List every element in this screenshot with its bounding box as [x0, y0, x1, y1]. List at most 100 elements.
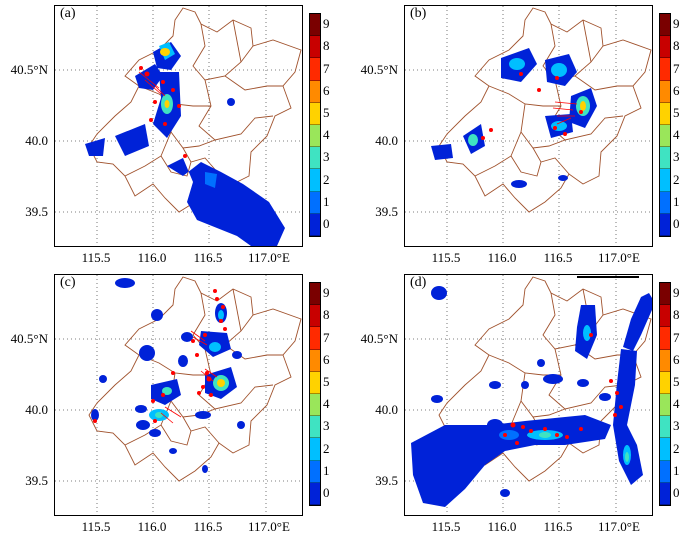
panel-a: (a) 40.5°N 40.0 39.5 115.5 116.0 116.5 1…: [0, 0, 350, 268]
panel-c: (c) 40.5°N 40.0 39.5 115.5 116.0 116.5 1…: [0, 269, 350, 537]
stations: [93, 289, 227, 423]
boundary-lines: [88, 276, 302, 482]
colorbar: [659, 13, 671, 237]
y-tick-label: 40.5°N: [10, 62, 48, 77]
colorbar-segment: [660, 416, 670, 439]
colorbar-segment: [310, 349, 320, 372]
x-tick-label: 116.0: [137, 519, 167, 534]
map-frame: [54, 5, 303, 247]
map-frame: [54, 274, 303, 516]
colorbar-segment: [310, 283, 320, 306]
x-tick-label: 115.5: [81, 250, 111, 265]
colorbar-segment: [660, 14, 670, 37]
colorbar: [309, 282, 321, 506]
colorbar-segment: [310, 393, 320, 417]
colorbar-segment: [660, 393, 670, 417]
colorbar-segment: [660, 460, 670, 483]
contours: [411, 286, 652, 507]
colorbar-tick-label: 9: [673, 285, 680, 301]
colorbar-tick-label: 3: [673, 418, 680, 434]
panel-label: (c): [60, 275, 76, 290]
colorbar-segment: [310, 327, 320, 350]
colorbar-segment: [660, 283, 670, 306]
colorbar-segment: [310, 191, 320, 214]
panel-d: (d) 40.5°N 40.0 39.5 115.5 116.0 116.5 1…: [350, 269, 700, 537]
x-tick-label: 117.0°E: [248, 250, 290, 265]
colorbar-tick-label: 1: [673, 193, 680, 209]
colorbar-tick-label: 0: [673, 215, 680, 231]
y-tick-label: 40.5°N: [10, 331, 48, 346]
colorbar-tick-label: 5: [673, 104, 680, 120]
colorbar-segment: [310, 80, 320, 103]
y-tick-label: 40.0: [375, 133, 398, 148]
colorbar-tick-label: 2: [673, 440, 680, 456]
colorbar-segment: [310, 58, 320, 81]
stations: [139, 66, 187, 158]
colorbar-tick-label: 7: [673, 329, 680, 345]
colorbar-segment: [310, 14, 320, 37]
colorbar-segment: [660, 191, 670, 214]
colorbar-segment: [660, 169, 670, 192]
colorbar-tick-label: 4: [673, 127, 680, 143]
colorbar-tick-label: 5: [673, 373, 680, 389]
colorbar-tick-label: 4: [323, 127, 330, 143]
colorbar-tick-label: 2: [323, 440, 330, 456]
colorbar-tick-label: 6: [673, 82, 680, 98]
colorbar-segment: [310, 169, 320, 192]
x-tick-label: 115.5: [81, 519, 111, 534]
x-tick-label: 116.0: [487, 519, 517, 534]
contours: [85, 42, 285, 246]
map-frame: [404, 5, 653, 247]
colorbar-segment: [660, 124, 670, 148]
colorbar-segment: [310, 102, 320, 125]
x-tick-label: 116.5: [193, 250, 223, 265]
y-tick-label: 39.5: [375, 473, 398, 488]
x-tick-label: 116.0: [487, 250, 517, 265]
colorbar-segment: [660, 438, 670, 461]
y-tick-label: 39.5: [25, 473, 48, 488]
colorbar-segment: [660, 102, 670, 125]
colorbar-segment: [660, 327, 670, 350]
x-tick-label: 116.5: [543, 519, 573, 534]
colorbar-tick-label: 1: [323, 193, 330, 209]
colorbar-segment: [310, 416, 320, 439]
colorbar-tick-label: 6: [673, 351, 680, 367]
colorbar-segment: [310, 371, 320, 394]
x-tick-label: 116.5: [193, 519, 223, 534]
colorbar-segment: [310, 482, 320, 505]
colorbar-segment: [660, 305, 670, 328]
colorbar-segment: [310, 305, 320, 328]
colorbar-tick-label: 0: [323, 215, 330, 231]
x-tick-label: 115.5: [431, 250, 461, 265]
colorbar-segment: [310, 460, 320, 483]
y-tick-label: 40.0: [25, 402, 48, 417]
colorbar-tick-label: 3: [323, 149, 330, 165]
y-tick-label: 40.0: [375, 402, 398, 417]
colorbar-tick-label: 7: [323, 329, 330, 345]
colorbar-tick-label: 2: [323, 171, 330, 187]
colorbar-tick-label: 1: [323, 462, 330, 478]
colorbar-segment: [310, 124, 320, 148]
y-tick-label: 40.5°N: [360, 331, 398, 346]
colorbar-segment: [660, 36, 670, 59]
colorbar-segment: [660, 58, 670, 81]
y-tick-label: 40.5°N: [360, 62, 398, 77]
map-canvas: [405, 275, 652, 515]
map-canvas: [405, 6, 652, 246]
x-tick-label: 116.0: [137, 250, 167, 265]
y-tick-label: 40.0: [25, 133, 48, 148]
colorbar-tick-label: 7: [323, 60, 330, 76]
colorbar-segment: [310, 438, 320, 461]
stations: [481, 72, 583, 140]
colorbar: [659, 282, 671, 506]
x-tick-label: 115.5: [431, 519, 461, 534]
colorbar-segment: [310, 147, 320, 170]
colorbar-tick-label: 7: [673, 60, 680, 76]
y-tick-label: 39.5: [375, 204, 398, 219]
panel-b: (b) 40.5°N 40.0 39.5 115.5 116.0 116.5 1…: [350, 0, 700, 268]
y-tick-label: 39.5: [25, 204, 48, 219]
colorbar-tick-label: 1: [673, 462, 680, 478]
panel-label: (a): [60, 6, 76, 21]
x-tick-label: 117.0°E: [248, 519, 290, 534]
colorbar-tick-label: 4: [673, 396, 680, 412]
